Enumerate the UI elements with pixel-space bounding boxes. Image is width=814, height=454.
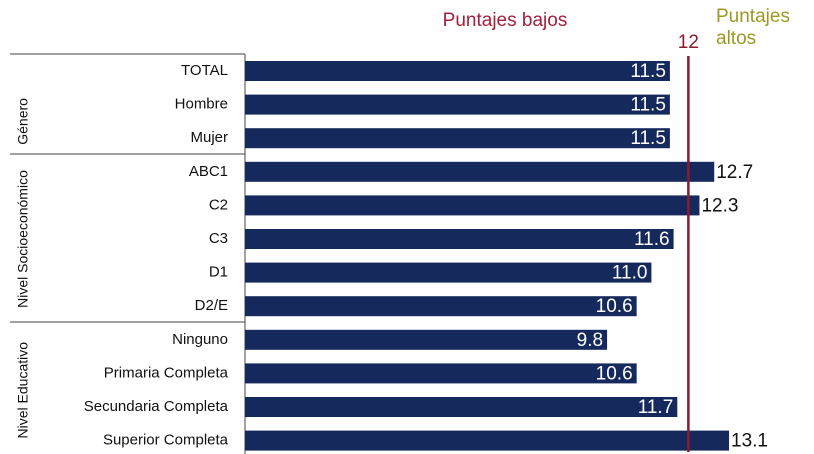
value-label: 13.1 (731, 431, 768, 452)
reference-label: 12 (678, 32, 699, 53)
value-label: 9.8 (577, 330, 603, 351)
category-label: D2/E (195, 297, 228, 314)
category-label: Hombre (175, 96, 228, 113)
category-label: Primaria Completa (104, 364, 229, 381)
bar (245, 262, 652, 283)
bar (245, 61, 670, 81)
bar (245, 229, 674, 249)
bar (245, 296, 637, 317)
category-label: ABC1 (189, 163, 228, 180)
value-label: 11.6 (634, 229, 670, 250)
value-label: 11.5 (630, 61, 666, 82)
category-label: TOTAL (181, 62, 228, 79)
group-label: Nivel Socioeconómico (15, 170, 31, 308)
group-label: Nivel Educativo (15, 342, 31, 439)
annotation-low: Puntajes bajos (442, 10, 568, 31)
value-label: 10.6 (596, 363, 633, 384)
group-label: Género (15, 98, 31, 145)
bar (245, 94, 670, 115)
category-label: C3 (209, 230, 228, 247)
category-label: Mujer (190, 129, 228, 146)
category-label: Secundaria Completa (84, 398, 229, 415)
annotation-high: Puntajes altos (716, 6, 790, 49)
bar (245, 161, 715, 182)
bar (245, 397, 678, 417)
value-label: 11.5 (630, 128, 666, 149)
bar (245, 430, 730, 451)
category-label: Superior Completa (103, 432, 229, 449)
value-label: 11.0 (612, 263, 648, 284)
value-label: 10.6 (596, 296, 633, 317)
value-label: 11.5 (630, 95, 666, 116)
value-label: 12.3 (701, 195, 738, 216)
category-label: C2 (209, 196, 228, 213)
value-label: 11.7 (638, 397, 674, 418)
category-label: D1 (209, 264, 228, 281)
bar (245, 195, 700, 216)
value-label: 12.7 (716, 162, 753, 183)
bar (245, 363, 637, 384)
bar (245, 329, 608, 350)
bar (245, 128, 670, 149)
category-label: Ninguno (172, 331, 228, 348)
